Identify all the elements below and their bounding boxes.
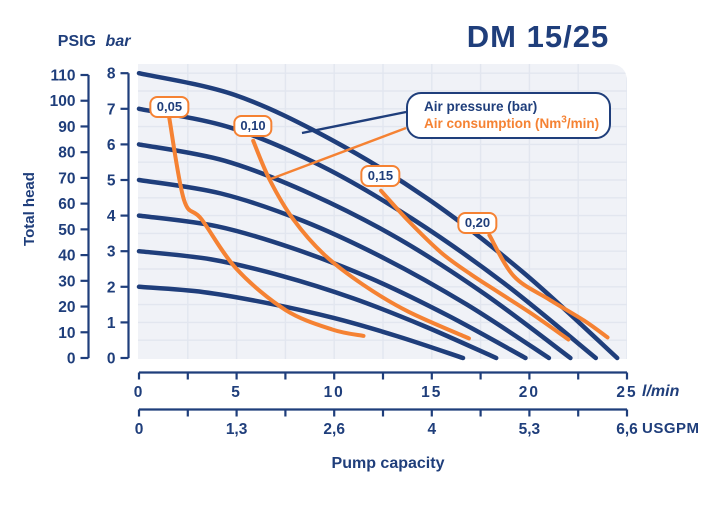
pressure-curve-3bar [136, 248, 499, 361]
tick-label: 2,6 [323, 421, 345, 438]
legend-leader-pressure [301, 110, 407, 135]
tick-label: 5,3 [519, 421, 541, 438]
legend-box: Air pressure (bar) Air consumption (Nm3/… [406, 92, 612, 139]
tick-label: 100 [50, 93, 76, 110]
tick-label: 6,6 [616, 421, 638, 438]
tick-label: 1 [107, 315, 116, 332]
lmin-axis [137, 371, 629, 380]
tick-label: 20 [58, 299, 75, 316]
tick-label: 50 [58, 222, 75, 239]
tick-label: 70 [58, 170, 75, 187]
usgpm-axis-unit: USGPM [642, 420, 700, 437]
consumption-curve-0,15 [379, 188, 571, 342]
legend-leader-consumption [270, 126, 407, 181]
tick-label: 25 [616, 384, 637, 401]
legend-air-consumption: Air consumption (Nm3/min) [424, 114, 600, 133]
tick-label: 0 [134, 384, 145, 401]
consumption-value-label-0,20: 0,20 [457, 212, 498, 235]
consumption-value-label-0,10: 0,10 [233, 114, 273, 137]
psig-axis-header: PSIG [57, 33, 96, 50]
psig-axis [80, 73, 90, 360]
tick-label: 15 [421, 384, 442, 401]
pressure-curve-6bar [136, 142, 573, 361]
consumption-curve-0,05 [167, 116, 366, 338]
tick-label: 7 [107, 101, 116, 118]
tick-label: 90 [58, 119, 75, 136]
y-axis-title: Total head [21, 172, 38, 246]
x-axis-title: Pump capacity [331, 455, 445, 472]
tick-label: 4 [427, 421, 436, 438]
tick-label: 40 [58, 248, 75, 265]
bar-axis-header: bar [105, 33, 131, 50]
tick-label: 5 [231, 384, 242, 401]
consumption-curve-0,20 [487, 233, 610, 340]
consumption-value-label-0,15: 0,15 [360, 165, 401, 188]
tick-label: 10 [58, 325, 75, 342]
tick-label: 0 [107, 351, 116, 368]
tick-label: 10 [324, 384, 345, 401]
tick-label: 3 [107, 244, 116, 261]
lmin-axis-unit: l/min [642, 383, 680, 400]
pressure-curve-7bar [136, 106, 599, 361]
pressure-curve-2bar [136, 284, 466, 361]
consumption-curve-0,10 [251, 138, 471, 341]
tick-label: 30 [58, 273, 75, 290]
tick-label: 80 [58, 145, 75, 162]
legend-consumption-sup: 3 [561, 114, 567, 125]
tick-label: 0 [67, 351, 76, 368]
tick-label: 1,3 [226, 421, 248, 438]
tick-label: 60 [58, 196, 75, 213]
usgpm-axis [137, 408, 629, 417]
consumption-value-label-0,05: 0,05 [149, 95, 190, 118]
tick-label: 2 [107, 279, 116, 296]
chart-title: DM 15/25 [466, 19, 610, 54]
legend-consumption-text: Air consumption (Nm [424, 115, 562, 131]
bar-axis [120, 72, 130, 360]
consumption-curves [167, 116, 610, 342]
tick-label: 6 [107, 137, 116, 154]
tick-label: 5 [107, 173, 116, 190]
legend-air-pressure: Air pressure (bar) [424, 99, 538, 114]
tick-label: 20 [519, 384, 540, 401]
tick-label: 0 [135, 421, 144, 438]
tick-label: 110 [50, 68, 75, 85]
tick-label: 4 [107, 208, 116, 225]
pressure-curve-5bar [136, 177, 552, 361]
legend-consumption-text-end: /min) [566, 115, 600, 131]
tick-label: 8 [107, 66, 116, 83]
